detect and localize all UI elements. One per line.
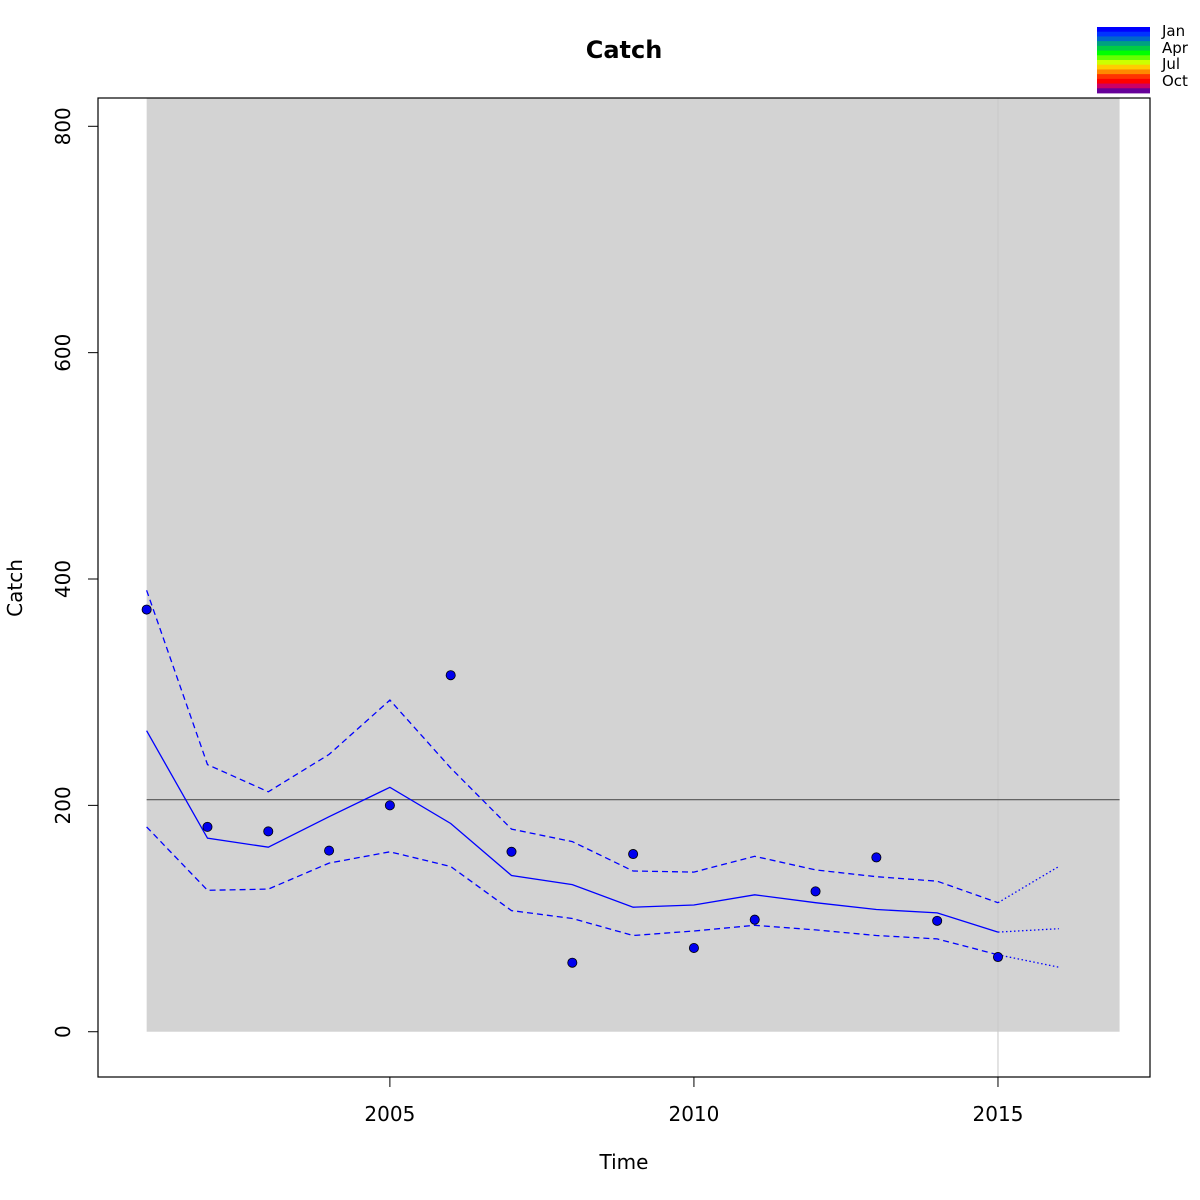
y-tick-label: 600: [51, 334, 75, 372]
y-tick-label: 200: [51, 786, 75, 824]
data-point: [445, 670, 456, 681]
observed-points: [141, 604, 1003, 968]
legend-label: Jul: [1161, 55, 1180, 73]
chart-title: Catch: [586, 36, 663, 64]
data-point: [992, 952, 1003, 963]
series-lines: [145, 590, 1060, 968]
legend-color-band: [1097, 55, 1150, 61]
reference-lines: [146, 98, 1120, 1077]
data-point: [506, 846, 517, 857]
series-line-1-solid: [146, 730, 999, 933]
y-tick-label: 400: [51, 560, 75, 598]
legend-color-band: [1097, 74, 1150, 80]
data-point: [263, 826, 274, 837]
data-point: [871, 852, 882, 863]
legend-color-band: [1097, 45, 1150, 51]
data-point: [688, 942, 699, 953]
legend-label: Apr: [1162, 39, 1189, 57]
legend-color-band: [1097, 41, 1150, 47]
legend-color-band: [1097, 83, 1150, 89]
y-axis-label: Catch: [3, 559, 27, 617]
y-tick-label: 800: [51, 107, 75, 145]
data-point: [810, 886, 821, 897]
data-point: [628, 849, 639, 860]
legend-color-band: [1097, 31, 1150, 37]
x-tick-label: 2010: [668, 1102, 719, 1126]
data-point: [749, 914, 760, 925]
data-point: [932, 915, 943, 926]
legend-label: Jan: [1161, 22, 1185, 40]
legend-label: Oct: [1162, 72, 1188, 90]
data-point: [384, 800, 395, 811]
data-point: [202, 821, 213, 832]
x-axis-label: Time: [599, 1150, 649, 1174]
series-line-2-dashed: [145, 590, 999, 904]
series-line-3-dashed: [146, 826, 999, 956]
x-tick-label: 2005: [364, 1102, 415, 1126]
data-point: [141, 604, 152, 615]
legend-color-band: [1097, 36, 1150, 42]
legend-color-band: [1097, 50, 1150, 56]
y-tick-label: 0: [51, 1025, 75, 1038]
legend-color-band: [1097, 64, 1150, 70]
legend-color-band: [1097, 88, 1150, 94]
axes: 2005 2010 2015 0 200 400 600 800: [51, 107, 1023, 1126]
x-tick-label: 2015: [973, 1102, 1024, 1126]
legend-color-band: [1097, 78, 1150, 84]
data-point: [567, 957, 578, 968]
shaded-region: [146, 98, 1120, 1032]
legend-color-band: [1097, 27, 1150, 33]
legend-color-band: [1097, 60, 1150, 66]
data-point: [324, 845, 335, 856]
legend-color-band: [1097, 69, 1150, 75]
plot-background: [146, 98, 1120, 1032]
